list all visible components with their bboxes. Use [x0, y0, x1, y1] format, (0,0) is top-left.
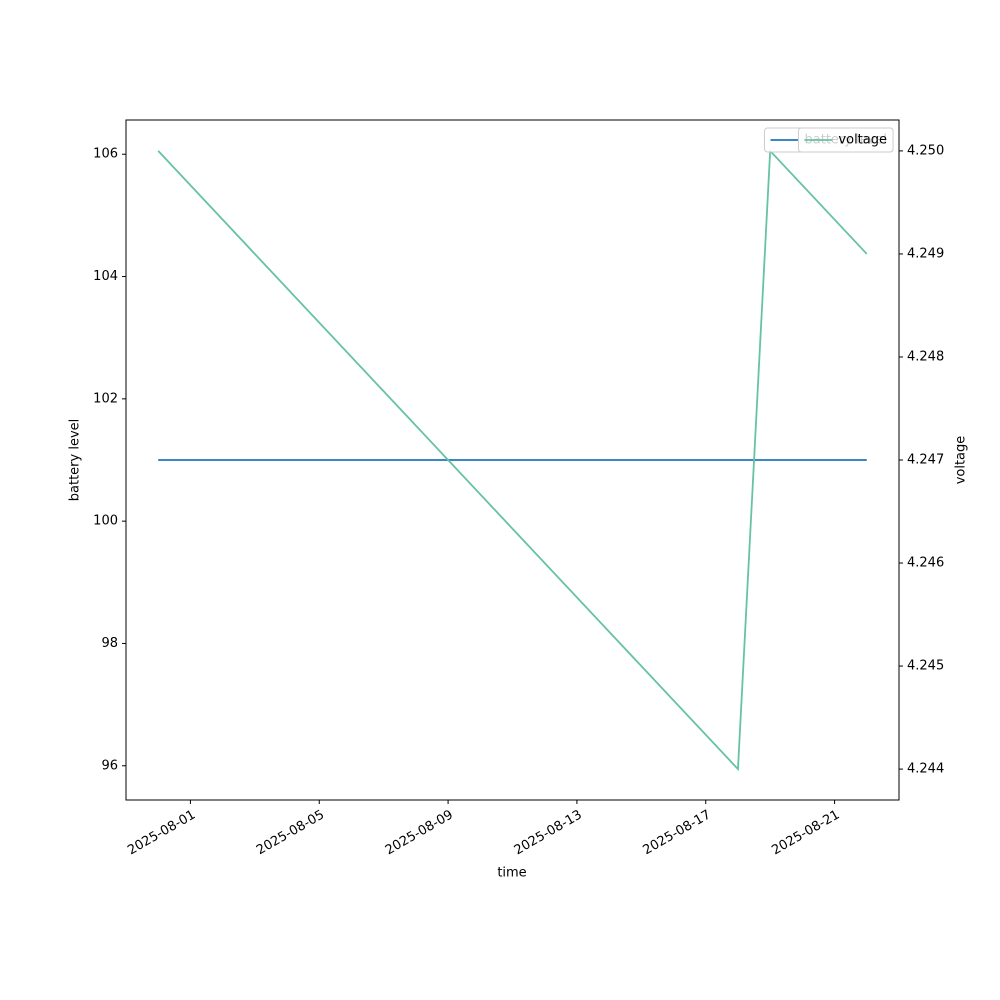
y-tick-label: 98 — [101, 636, 118, 651]
y2-tick-label: 4.250 — [907, 143, 944, 158]
legend: voltage — [797, 127, 894, 153]
series-line — [157, 148, 868, 772]
y2-tick-label: 4.244 — [907, 762, 944, 777]
y2-axis-label: voltage — [954, 436, 969, 485]
y-tick-label: 106 — [93, 147, 118, 162]
plot-frame — [125, 119, 900, 801]
y2-tick-label: 4.249 — [907, 246, 944, 261]
x-tick-label: 2025-08-05 — [254, 808, 327, 859]
y-tick-label: 102 — [93, 391, 118, 406]
y-tick-label: 100 — [93, 514, 118, 529]
y2-tick-label: 4.248 — [907, 349, 944, 364]
y2-tick-label: 4.246 — [907, 556, 944, 571]
y2-tick-label: 4.245 — [907, 659, 944, 674]
legend-label: voltage — [838, 133, 887, 148]
x-tick-label: 2025-08-17 — [641, 808, 714, 859]
x-axis-label: time — [497, 866, 526, 881]
y2-tick-label: 4.247 — [907, 453, 944, 468]
x-tick-label: 2025-08-09 — [383, 808, 456, 859]
y-axis-label: battery level — [68, 419, 83, 502]
y-tick-label: 104 — [93, 269, 118, 284]
y-tick-label: 96 — [101, 758, 118, 773]
x-tick-label: 2025-08-21 — [769, 808, 842, 859]
x-tick-label: 2025-08-13 — [512, 808, 585, 859]
x-tick-label: 2025-08-01 — [125, 808, 198, 859]
legend-box — [797, 127, 894, 153]
